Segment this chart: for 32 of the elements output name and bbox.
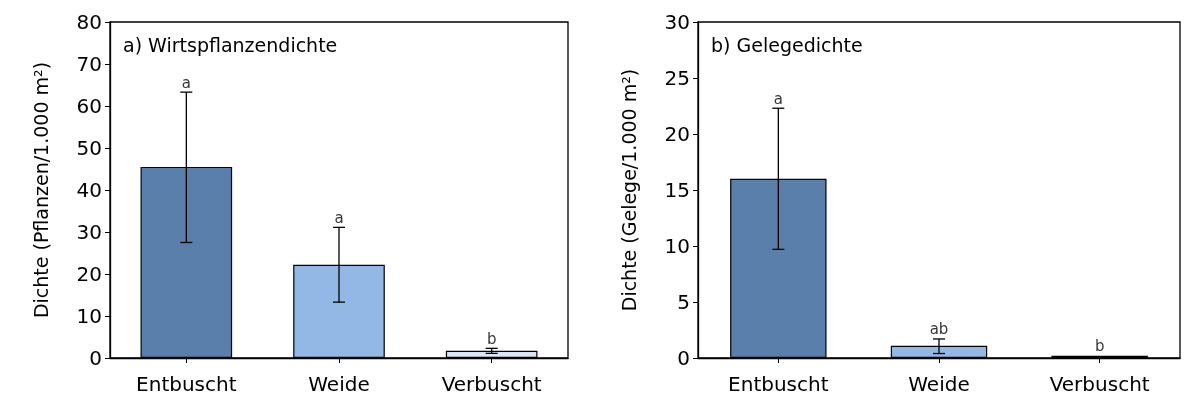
y-tick-label: 30	[76, 220, 102, 244]
y-tick-label: 80	[76, 10, 102, 34]
y-tick-label: 30	[664, 10, 690, 34]
annotation: a	[334, 208, 344, 227]
x-tick-label: Verbuscht	[1049, 372, 1150, 396]
y-axis-title: Dichte (Gelege/1.000 m²)	[617, 68, 640, 312]
y-tick-label: 20	[76, 262, 102, 286]
y-tick-label: 10	[664, 234, 690, 258]
annotation: b	[486, 329, 497, 348]
x-tick-label: Weide	[908, 372, 970, 396]
y-tick-label: 0	[89, 346, 102, 370]
x-tick-label: Verbuscht	[441, 372, 542, 396]
y-tick-label: 10	[76, 304, 102, 328]
text: b) Gelegedichte	[711, 33, 863, 56]
y-tick-label: 25	[664, 66, 690, 90]
x-tick-label: Entbuscht	[136, 372, 237, 396]
y-tick-label: 15	[664, 178, 690, 202]
y-tick-label: 60	[76, 94, 102, 118]
y-axis-title: Dichte (Pflanzen/1.000 m²)	[29, 61, 52, 319]
y-tick-label: 40	[76, 178, 102, 202]
x-tick-label: Entbuscht	[728, 372, 829, 396]
y-tick-label: 0	[677, 346, 690, 370]
annotation: ab	[929, 320, 949, 339]
x-tick-label: Weide	[308, 372, 370, 396]
annotation: a	[773, 89, 783, 108]
y-tick-label: 20	[664, 122, 690, 146]
annotation: a	[181, 73, 191, 92]
text: a) Wirtspflanzendichte	[123, 33, 338, 56]
annotation: b	[1094, 337, 1105, 356]
y-tick-label: 70	[76, 52, 102, 76]
y-tick-label: 50	[76, 136, 102, 160]
y-tick-label: 5	[677, 290, 690, 314]
